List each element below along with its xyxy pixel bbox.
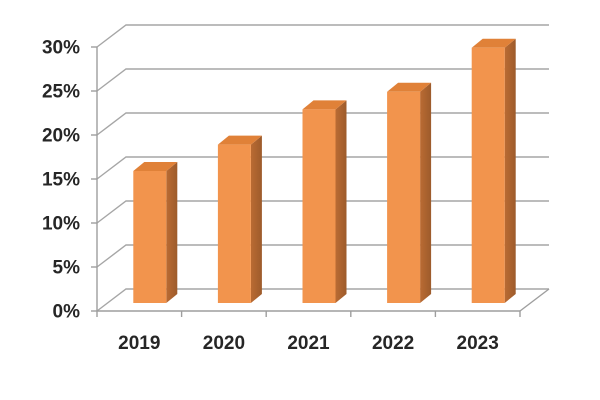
bar-top-face (133, 162, 178, 171)
x-axis-label: 2020 (203, 333, 245, 354)
bar-side-face (166, 162, 178, 303)
bar-front-face (302, 109, 336, 304)
y-axis-label: 20% (42, 126, 80, 147)
y-axis-label: 25% (42, 82, 80, 103)
bar-top-face (302, 100, 347, 110)
bar-front-face (387, 91, 421, 303)
bar-front-face (217, 144, 251, 303)
bar-2020 (217, 135, 262, 303)
bar-2023 (471, 38, 516, 304)
x-axis-label: 2023 (457, 333, 499, 354)
y-axis-label: 10% (42, 214, 80, 235)
bar-top-face (471, 38, 516, 48)
bar-front-face (133, 171, 167, 303)
bar-top-face (387, 82, 432, 92)
bar-2022 (387, 82, 432, 303)
y-axis-label: 0% (53, 302, 81, 323)
x-axis-label: 2019 (118, 333, 160, 354)
floor-right-edge (519, 288, 550, 312)
bar-top-face (217, 135, 262, 145)
bar-side-face (420, 82, 432, 303)
bar-side-face (504, 38, 516, 304)
y-axis-label: 5% (53, 258, 81, 279)
y-axis-label: 30% (42, 38, 80, 59)
bar-side-face (335, 100, 347, 304)
x-axis-label: 2021 (287, 333, 330, 354)
y-axis-label: 15% (42, 170, 80, 191)
gridline (96, 68, 549, 92)
x-axis-label: 2022 (372, 333, 414, 354)
bar-side-face (250, 135, 262, 303)
bar-2019 (133, 162, 178, 303)
gridline (96, 24, 549, 48)
bar-2021 (302, 100, 347, 304)
bar-front-face (471, 47, 505, 303)
